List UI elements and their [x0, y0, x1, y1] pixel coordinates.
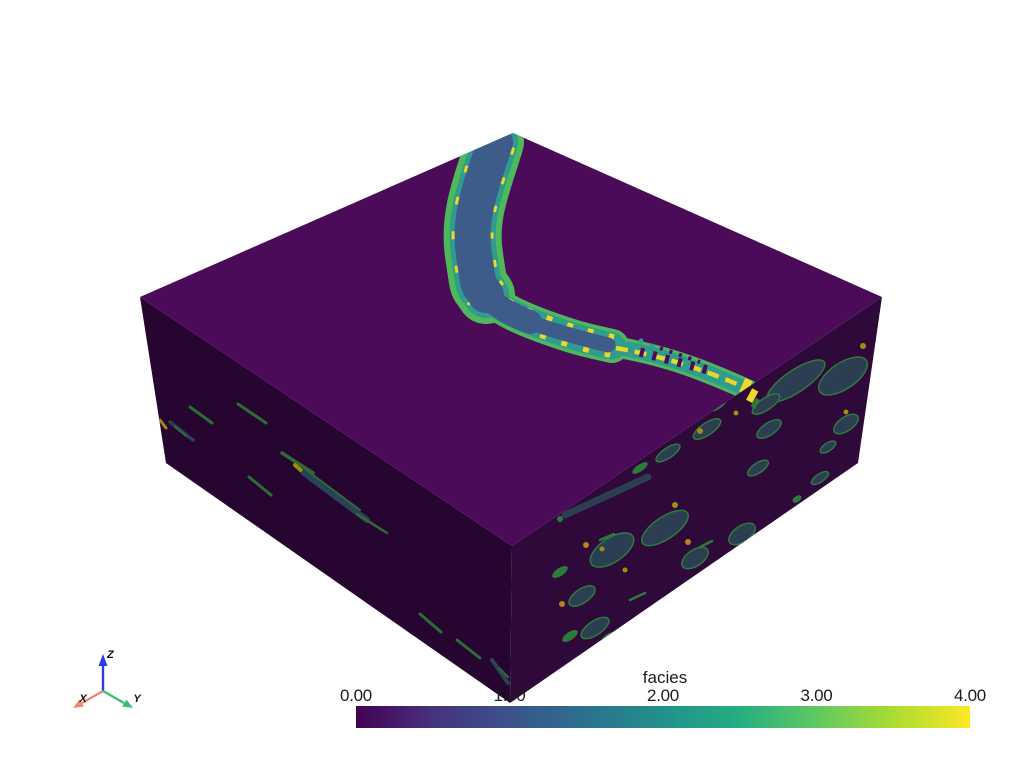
block-top-face — [140, 133, 882, 546]
y-axis-arrow — [102, 689, 125, 705]
colorbar-tick-2: 2.00 — [647, 686, 679, 705]
y-axis-arrowhead — [122, 699, 133, 708]
x-axis-arrowhead — [73, 699, 84, 708]
colorbar-tick-4: 4.00 — [954, 686, 986, 705]
orientation-axes-widget[interactable]: X Y Z — [73, 649, 142, 708]
colorbar-tick-0: 0.00 — [340, 686, 372, 705]
left-face-lenses — [158, 402, 510, 685]
colorbar-ticks: 0.00 1.00 2.00 3.00 4.00 — [340, 686, 986, 705]
block-left-face — [140, 297, 512, 703]
colorbar-tick-3: 3.00 — [800, 686, 833, 705]
right-face-lenses — [552, 343, 869, 643]
channel-feature — [443, 133, 759, 401]
colorbar-gradient — [356, 706, 970, 728]
z-axis-arrowhead — [98, 654, 108, 666]
y-axis-label: Y — [133, 693, 142, 705]
colorbar-tick-1: 1.00 — [493, 686, 526, 705]
z-axis-label: Z — [106, 649, 115, 661]
x-axis-arrow — [81, 689, 104, 705]
colorbar-title: facies — [642, 668, 688, 687]
block-right-face — [510, 297, 882, 703]
x-axis-label: X — [78, 693, 87, 705]
